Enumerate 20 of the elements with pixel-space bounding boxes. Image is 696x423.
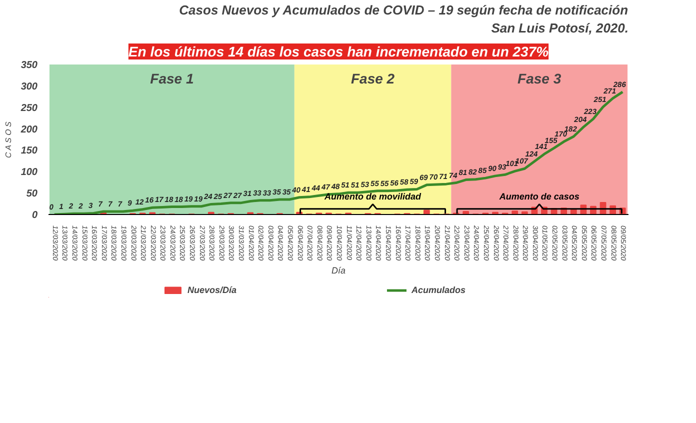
y-tick-label: 350 — [20, 60, 38, 71]
y-tick-label: 0 — [32, 210, 38, 221]
chart-subtitle: San Luis Potosí, 2020. — [491, 20, 629, 36]
y-tick-label: 200 — [20, 124, 38, 136]
x-axis-title: Día — [331, 266, 346, 276]
band-label: Fase 1 — [150, 70, 194, 86]
y-tick-label: 250 — [20, 102, 38, 114]
annotation: Aumento de movilidad — [324, 192, 422, 202]
chart-title: Casos Nuevos y Acumulados de COVID – 19 según fecha de notificación — [179, 2, 628, 18]
legend-label: Nuevos/Día — [187, 285, 237, 295]
y-tick-label: 100 — [20, 167, 38, 178]
band-label: Fase 2 — [351, 70, 395, 86]
annotation: Aumento de casos — [498, 192, 580, 202]
text: En los últimos 14 días los casos han incrementado en un 237% — [128, 44, 550, 60]
band-label: Fase 3 — [518, 70, 562, 86]
y-tick-label: 50 — [26, 188, 38, 200]
legend-label: Acumulados — [412, 285, 466, 295]
y-tick-label: 300 — [20, 81, 38, 92]
y-axis-title: C A S O S — [4, 120, 13, 158]
y-tick-label: 150 — [20, 146, 38, 157]
